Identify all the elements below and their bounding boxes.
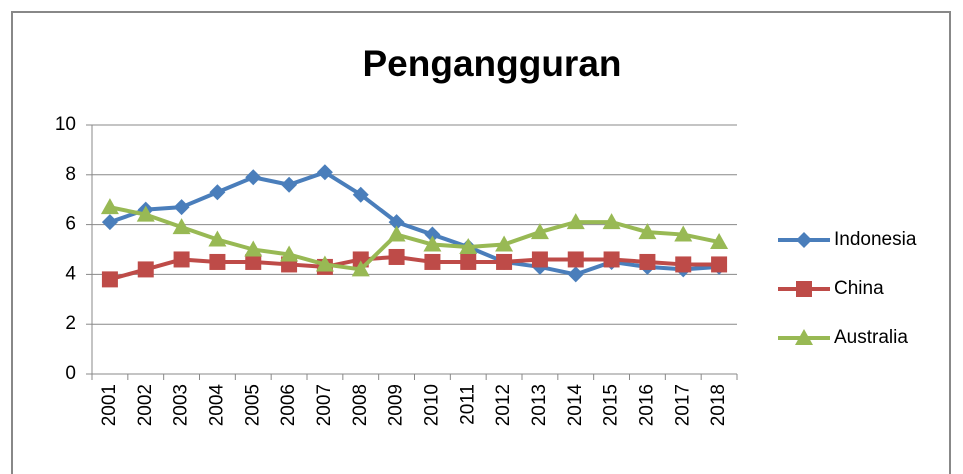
point-marker [245, 169, 262, 186]
point-marker [602, 213, 621, 230]
y-tick-label: 0 [65, 363, 76, 384]
chart-title: Pengangguran [362, 43, 621, 84]
y-tick-label: 6 [65, 214, 76, 235]
point-marker [496, 253, 513, 270]
y-tick-label: 4 [65, 263, 76, 284]
point-marker [208, 230, 227, 247]
x-tick-label: 2006 [278, 384, 299, 426]
point-marker [100, 198, 119, 215]
point-marker [209, 253, 226, 270]
point-marker [460, 253, 477, 270]
x-tick-label: 2017 [672, 384, 693, 426]
point-marker [388, 248, 405, 265]
x-tick-label: 2010 [421, 384, 442, 426]
x-tick-label: 2015 [601, 384, 622, 426]
point-marker [531, 251, 548, 268]
point-marker [173, 251, 190, 268]
y-tick-label: 8 [65, 164, 76, 185]
legend-label: Indonesia [834, 229, 917, 250]
point-marker [423, 235, 442, 252]
x-tick-label: 2001 [99, 384, 120, 426]
x-tick-label: 2011 [457, 384, 478, 425]
point-marker [424, 226, 441, 243]
point-marker [172, 218, 191, 235]
point-marker [459, 238, 478, 255]
point-marker [638, 223, 657, 240]
x-tick-label: 2004 [206, 384, 227, 427]
point-marker [352, 186, 369, 203]
point-marker [351, 260, 370, 277]
x-tick-label: 2008 [350, 384, 371, 426]
point-marker [209, 184, 226, 201]
point-marker [674, 225, 693, 242]
point-marker [710, 233, 729, 250]
point-marker [567, 266, 584, 283]
point-marker [495, 235, 514, 252]
point-marker [136, 205, 155, 222]
x-tick-label: 2005 [242, 384, 263, 426]
point-marker [315, 255, 334, 272]
y-tick-label: 2 [65, 313, 76, 334]
point-marker [280, 245, 299, 262]
point-marker [566, 213, 585, 230]
point-marker [567, 251, 584, 268]
point-marker [639, 253, 656, 270]
point-marker [387, 225, 406, 242]
legend-label: Australia [834, 327, 908, 348]
point-marker [281, 176, 298, 193]
x-tick-label: 2007 [314, 384, 335, 426]
x-tick-label: 2012 [493, 384, 514, 426]
legend-marker [796, 232, 812, 248]
point-marker [316, 164, 333, 181]
chart-frame [11, 11, 951, 474]
x-tick-label: 2003 [171, 384, 192, 426]
point-marker [388, 214, 405, 231]
y-tick-label: 10 [55, 114, 76, 135]
x-tick-label: 2002 [135, 384, 156, 426]
x-tick-label: 2014 [565, 384, 586, 427]
x-tick-label: 2009 [386, 384, 407, 426]
point-marker [101, 214, 118, 231]
point-marker [137, 261, 154, 278]
point-marker [244, 240, 263, 257]
point-marker [711, 256, 728, 273]
point-marker [101, 271, 118, 288]
point-marker [173, 199, 190, 216]
point-marker [245, 253, 262, 270]
point-marker [530, 223, 549, 240]
legend-marker [795, 329, 813, 345]
x-tick-label: 2013 [529, 384, 550, 426]
x-tick-label: 2016 [636, 384, 657, 426]
point-marker [603, 251, 620, 268]
point-marker [424, 253, 441, 270]
legend-marker [796, 281, 812, 297]
x-tick-label: 2018 [708, 384, 729, 426]
point-marker [675, 256, 692, 273]
legend-label: China [834, 278, 884, 299]
